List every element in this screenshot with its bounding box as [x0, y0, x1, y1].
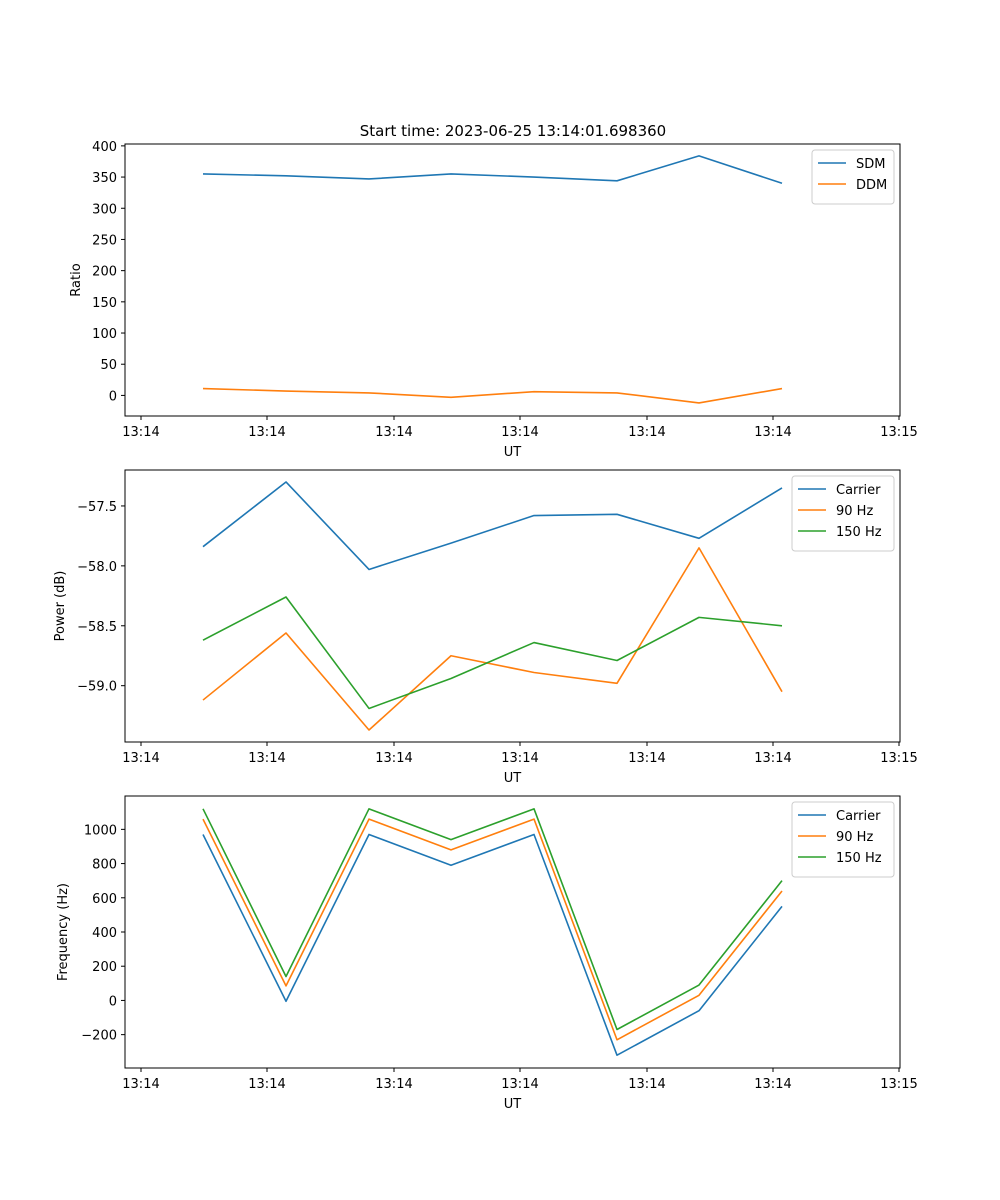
- y-tick-label: 50: [100, 358, 117, 373]
- y-tick-label: 400: [92, 926, 117, 941]
- y-tick-label: 600: [92, 892, 117, 907]
- x-tick-label: 13:14: [754, 751, 791, 766]
- y-tick-label: −200: [81, 1029, 117, 1044]
- subplot-2: 13:14 13:14 13:14 13:14 13:14 13:14 13:15 UT −59…: [53, 469, 918, 786]
- axes-frame: [124, 143, 901, 417]
- y-tick-label: −58.0: [77, 560, 117, 575]
- legend-label: 90 Hz: [836, 504, 873, 519]
- legend-label: Carrier: [836, 809, 881, 824]
- y-axis-label: Power (dB): [53, 571, 68, 642]
- y-tick-label: 0: [109, 994, 117, 1009]
- x-tick-label: 13:14: [375, 425, 412, 440]
- y-tick-label: 1000: [84, 823, 117, 838]
- y-tick-label: −59.0: [77, 680, 117, 695]
- x-tick-label: 13:14: [122, 425, 159, 440]
- y-tick-label: 350: [92, 171, 117, 186]
- legend-label: DDM: [856, 178, 887, 193]
- x-tick-label: 13:14: [375, 1077, 412, 1092]
- y-tick-label: 200: [92, 265, 117, 280]
- y-tick-label: 200: [92, 960, 117, 975]
- legend-label: Carrier: [836, 483, 881, 498]
- y-tick-label: −58.5: [77, 620, 117, 635]
- series-line-90-hz: [202, 547, 783, 731]
- x-tick-label: 13:14: [248, 425, 285, 440]
- subplot-3: 13:14 13:14 13:14 13:14 13:14 13:14 13:15 UT −20…: [56, 795, 918, 1112]
- x-tick-label: 13:14: [754, 425, 791, 440]
- x-axis-label: UT: [504, 1097, 522, 1112]
- legend: Carrier 90 Hz 150 Hz: [791, 475, 895, 552]
- x-axis-label: UT: [504, 771, 522, 786]
- figure-title: Start time: 2023-06-25 13:14:01.698360: [360, 122, 666, 140]
- x-tick-label: 13:15: [880, 751, 917, 766]
- x-tick-label: 13:14: [501, 1077, 538, 1092]
- series-line-sdm: [202, 155, 783, 185]
- series-line-90-hz: [202, 818, 783, 1041]
- legend-box: [791, 475, 895, 552]
- y-tick-label: 250: [92, 233, 117, 248]
- x-tick-label: 13:14: [122, 751, 159, 766]
- legend-label: 150 Hz: [836, 851, 882, 866]
- series-line-150-hz: [202, 596, 783, 710]
- subplots: 13:14 13:14 13:14 13:14 13:14 13:14 13:15 UT 0 50…: [53, 140, 918, 1112]
- series-line-ddm: [202, 387, 783, 404]
- legend: SDM DDM: [811, 149, 895, 205]
- series-line-carrier: [202, 481, 783, 571]
- legend-label: 90 Hz: [836, 830, 873, 845]
- legend-label: 150 Hz: [836, 525, 882, 540]
- axes-frame: [124, 469, 901, 743]
- x-tick-label: 13:14: [628, 425, 665, 440]
- x-axis-label: UT: [504, 445, 522, 460]
- series-line-carrier: [202, 833, 783, 1056]
- y-tick-label: −57.5: [77, 500, 117, 515]
- x-tick-label: 13:14: [501, 425, 538, 440]
- legend-label: SDM: [856, 157, 885, 172]
- y-tick-label: 0: [109, 389, 117, 404]
- y-tick-label: 300: [92, 202, 117, 217]
- subplot-1: 13:14 13:14 13:14 13:14 13:14 13:14 13:15 UT 0 50…: [69, 140, 918, 460]
- y-axis-label: Ratio: [69, 263, 84, 296]
- x-tick-label: 13:14: [248, 1077, 285, 1092]
- y-tick-label: 800: [92, 858, 117, 873]
- x-tick-label: 13:14: [628, 1077, 665, 1092]
- y-axis-label: Frequency (Hz): [56, 883, 71, 981]
- x-tick-label: 13:14: [248, 751, 285, 766]
- legend-box: [791, 801, 895, 878]
- y-tick-label: 400: [92, 140, 117, 155]
- x-tick-label: 13:14: [375, 751, 412, 766]
- y-tick-label: 150: [92, 296, 117, 311]
- x-tick-label: 13:15: [880, 1077, 917, 1092]
- x-tick-label: 13:14: [122, 1077, 159, 1092]
- y-tick-label: 100: [92, 327, 117, 342]
- legend: Carrier 90 Hz 150 Hz: [791, 801, 895, 878]
- x-tick-label: 13:15: [880, 425, 917, 440]
- x-tick-label: 13:14: [628, 751, 665, 766]
- x-tick-label: 13:14: [501, 751, 538, 766]
- x-tick-label: 13:14: [754, 1077, 791, 1092]
- series-line-150-hz: [202, 808, 783, 1031]
